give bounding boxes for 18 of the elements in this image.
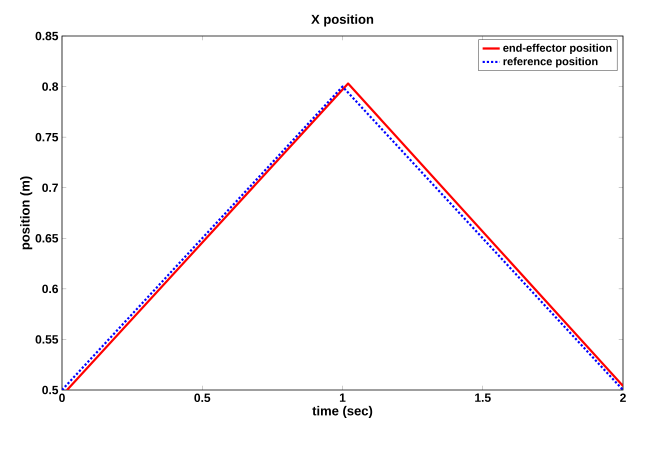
y-tick-label: 0.85	[36, 32, 58, 40]
y-axis-title: position (m)	[20, 176, 32, 250]
y-tick-label: 0.6	[42, 284, 58, 294]
x-tick-label: 2	[620, 394, 626, 402]
y-tick-label: 0.8	[42, 82, 58, 91]
y-tick-label: 0.5	[42, 386, 58, 394]
x-tick-label: 1.5	[475, 394, 491, 402]
y-tick-label: 0.7	[42, 183, 58, 192]
y-tick-label: 0.55	[36, 335, 58, 344]
chart-title: X position	[311, 14, 374, 26]
x-axis-title: time (sec)	[312, 406, 372, 418]
y-tick-label: 0.65	[36, 234, 58, 243]
x-tick-label: 1	[340, 394, 346, 402]
y-tick-label: 0.75	[36, 132, 58, 142]
x-tick-label: 0.5	[194, 394, 210, 402]
legend-label: end-effector position	[503, 44, 612, 54]
x-tick-label: 0	[59, 394, 65, 402]
legend-label: reference position	[504, 57, 598, 68]
